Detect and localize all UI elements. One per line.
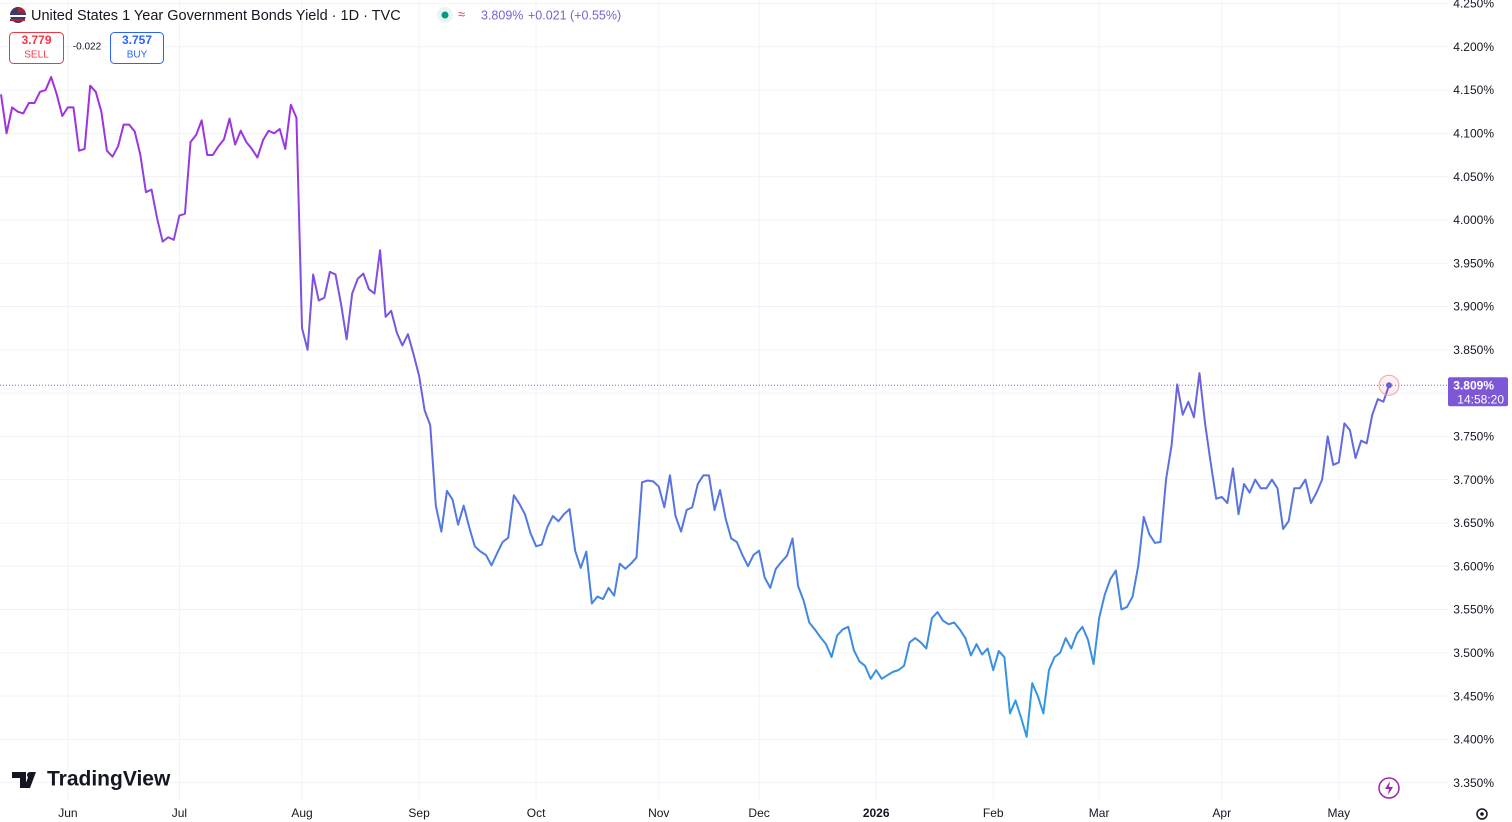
brand-logo-dot: [27, 772, 33, 778]
last-point: [1386, 382, 1392, 389]
x-tick-label: Feb: [983, 806, 1004, 820]
x-tick-label: Jun: [58, 806, 77, 820]
x-tick-label: 2026: [863, 806, 890, 820]
countdown: 14:58:20: [1457, 392, 1504, 406]
y-tick-label: 4.100%: [1453, 127, 1494, 141]
brand-name: TradingView: [47, 768, 171, 791]
y-tick-label: 4.250%: [1453, 0, 1494, 11]
x-tick-label: Nov: [648, 806, 669, 820]
y-tick-label: 3.550%: [1453, 603, 1494, 617]
settings-button[interactable]: [1476, 808, 1488, 820]
y-tick-label: 4.050%: [1453, 170, 1494, 184]
x-tick-label: Aug: [291, 806, 312, 820]
y-tick-label: 3.850%: [1453, 343, 1494, 357]
x-tick-label: Oct: [527, 806, 546, 820]
symbol-title: United States 1 Year Government Bonds Yi…: [31, 8, 401, 24]
y-tick-label: 3.650%: [1453, 516, 1494, 530]
y-tick-label: 3.600%: [1453, 559, 1494, 573]
lightning-icon: [1385, 781, 1393, 795]
flag-stripe: [10, 19, 25, 21]
x-tick-label: Dec: [748, 806, 769, 820]
y-tick-label: 3.750%: [1453, 430, 1494, 444]
last-price-tag-label: 3.809%: [1453, 378, 1494, 392]
last-price-tag: [1448, 377, 1508, 407]
spread: -0.022: [73, 42, 102, 53]
last-price: 3.809%: [481, 8, 523, 22]
grid: [0, 0, 1448, 800]
y-tick-label: 3.450%: [1453, 689, 1494, 703]
y-tick-label: 3.350%: [1453, 776, 1494, 790]
sell-price: 3.779: [21, 33, 51, 47]
data-status[interactable]: ≈: [458, 6, 465, 21]
sell-label: SELL: [24, 50, 49, 61]
brand: TradingView: [12, 768, 171, 791]
y-tick-label: 4.150%: [1453, 83, 1494, 97]
y-tick-label: 3.900%: [1453, 300, 1494, 314]
header: United States 1 Year Government Bonds Yi…: [9, 6, 621, 64]
flag-stripe: [18, 7, 26, 13]
x-tick-label: Jul: [172, 806, 187, 820]
y-tick-label: 3.500%: [1453, 646, 1494, 660]
x-tick-label: Sep: [408, 806, 430, 820]
y-tick-label: 3.950%: [1453, 256, 1494, 270]
price-line: [0, 76, 1390, 738]
buy-price: 3.757: [122, 33, 152, 47]
market-status[interactable]: [441, 11, 449, 19]
x-tick-label: May: [1327, 806, 1350, 820]
buy-button[interactable]: [110, 32, 164, 64]
y-tick-label: 3.700%: [1453, 473, 1494, 487]
buy-label: BUY: [127, 50, 148, 61]
x-tick-label: Mar: [1089, 806, 1110, 820]
settings-icon: [1480, 812, 1484, 816]
y-tick-label: 3.400%: [1453, 733, 1494, 747]
price-change: +0.021 (+0.55%): [528, 8, 621, 22]
plot: [0, 76, 1448, 738]
y-tick-label: 4.000%: [1453, 213, 1494, 227]
flag-stripe: [10, 15, 26, 17]
sell-button[interactable]: [9, 32, 64, 64]
axes: 4.250% 4.200% 4.150% 4.100% 4.050% 4.000% 3.95…: [58, 0, 1508, 820]
x-tick-label: Apr: [1212, 806, 1231, 820]
y-tick-label: 4.200%: [1453, 40, 1494, 54]
